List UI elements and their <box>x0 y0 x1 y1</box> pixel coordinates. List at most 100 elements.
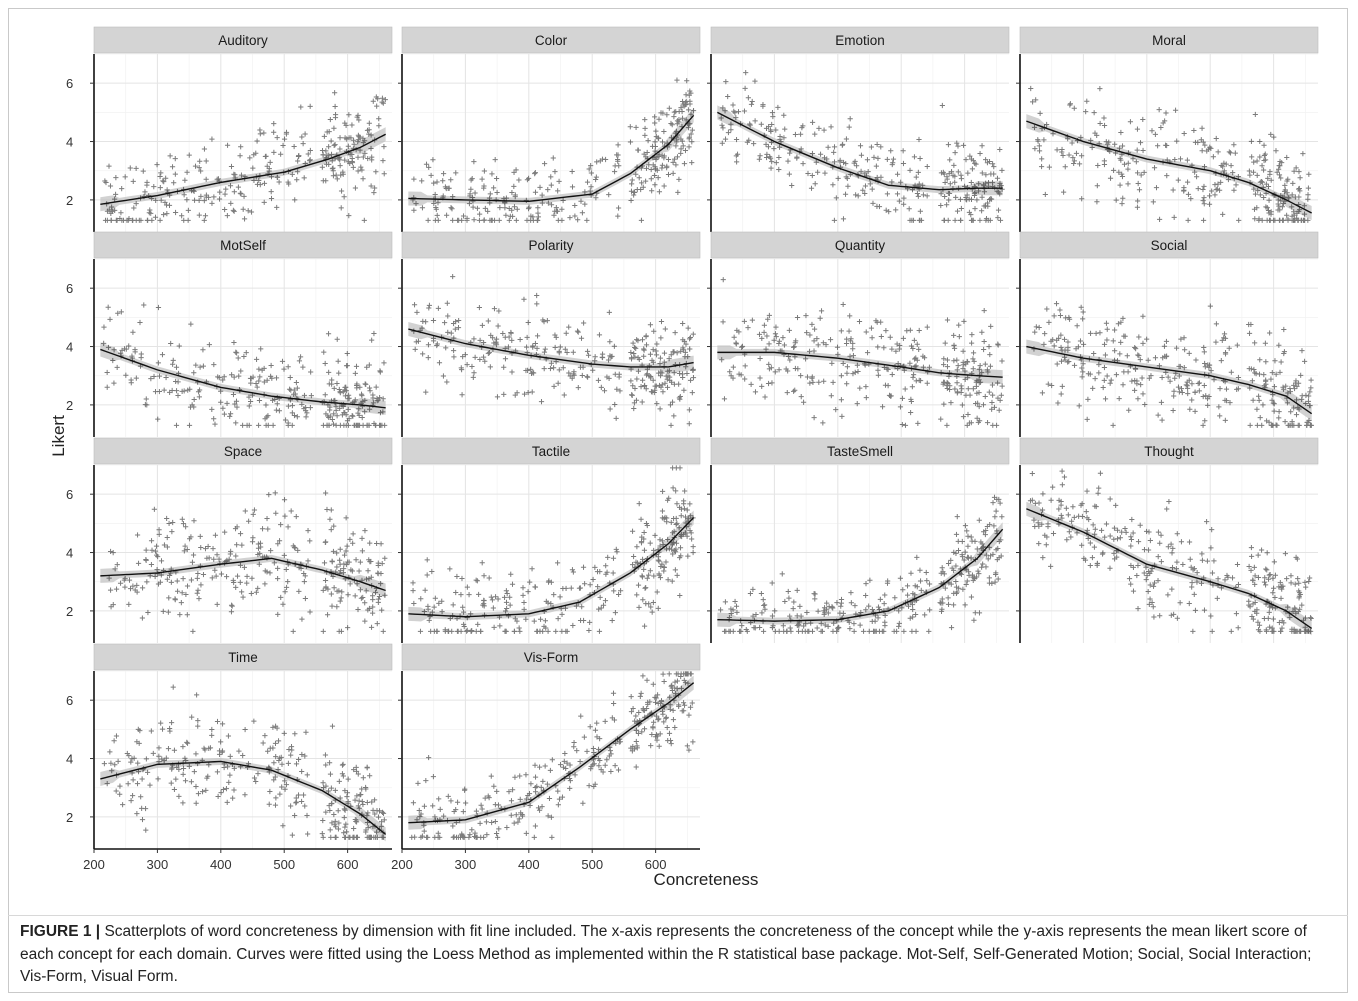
data-point <box>761 322 767 328</box>
data-point <box>181 192 187 198</box>
data-point <box>1261 194 1267 201</box>
y-tick-label: 4 <box>66 752 73 767</box>
data-point <box>776 166 782 173</box>
data-point <box>430 317 437 324</box>
data-point <box>776 154 782 161</box>
data-point <box>342 384 348 391</box>
scatter-points <box>718 69 1005 223</box>
data-point <box>574 328 581 334</box>
data-point <box>1289 213 1295 219</box>
data-point <box>837 157 843 163</box>
data-point <box>686 134 692 140</box>
data-point <box>1140 147 1146 154</box>
data-point <box>627 139 634 145</box>
data-point <box>840 216 847 222</box>
data-point <box>1171 214 1177 220</box>
data-point <box>441 320 448 326</box>
data-point <box>131 205 137 211</box>
data-point <box>815 342 821 348</box>
data-point <box>283 131 290 137</box>
data-point <box>151 184 157 190</box>
data-point <box>1042 191 1048 198</box>
data-point <box>920 182 926 188</box>
data-point <box>810 379 816 385</box>
data-point <box>191 197 198 203</box>
data-point <box>683 364 689 370</box>
data-point <box>331 142 337 149</box>
data-point <box>818 308 825 314</box>
data-point <box>766 341 772 347</box>
data-point <box>1257 154 1263 160</box>
data-point <box>1282 182 1288 188</box>
data-point <box>185 207 191 213</box>
data-point <box>680 320 686 327</box>
data-point <box>955 389 961 395</box>
data-point <box>492 156 498 163</box>
data-point <box>528 370 535 376</box>
data-point <box>503 195 509 201</box>
data-point <box>627 124 633 130</box>
data-point <box>419 205 426 211</box>
data-point <box>376 123 382 129</box>
facet-strip-label: Time <box>228 650 258 665</box>
data-point <box>718 115 724 121</box>
data-point <box>812 181 818 187</box>
data-point <box>616 371 622 377</box>
data-point <box>666 105 672 111</box>
facet-strip-label: Vis-Form <box>524 650 579 665</box>
data-point <box>964 197 970 203</box>
data-point <box>1134 147 1140 153</box>
data-point <box>1060 152 1066 159</box>
data-point <box>329 416 336 423</box>
data-point <box>912 356 918 362</box>
data-point <box>752 78 758 84</box>
data-point <box>643 386 649 392</box>
data-point <box>1297 188 1303 194</box>
data-point <box>1297 175 1303 181</box>
facet-strip-label: Moral <box>1152 33 1186 48</box>
data-point <box>1200 186 1206 193</box>
data-point <box>958 383 964 389</box>
data-point <box>641 346 647 352</box>
data-point <box>990 392 996 398</box>
data-point <box>517 336 523 343</box>
data-point <box>1188 196 1194 202</box>
data-point <box>902 422 909 428</box>
data-point <box>300 364 306 370</box>
data-point <box>815 169 821 175</box>
data-point <box>941 171 947 177</box>
data-point <box>241 353 247 360</box>
data-point <box>671 381 678 387</box>
data-point <box>955 169 961 175</box>
data-point <box>434 212 440 219</box>
data-point <box>807 332 813 338</box>
data-point <box>534 292 540 299</box>
data-point <box>997 217 1004 223</box>
data-point <box>247 398 254 405</box>
data-point <box>874 141 880 148</box>
data-point <box>968 156 975 162</box>
data-point <box>731 108 737 114</box>
data-point <box>917 155 923 162</box>
data-point <box>762 394 768 400</box>
data-point <box>685 325 691 331</box>
data-point <box>1136 187 1143 193</box>
data-point <box>423 389 429 395</box>
data-point <box>844 364 851 370</box>
data-point <box>640 184 646 190</box>
data-point <box>485 208 491 214</box>
data-point <box>606 192 612 198</box>
data-point <box>984 160 991 166</box>
data-point <box>1150 199 1156 205</box>
data-point <box>286 181 292 187</box>
data-point <box>414 309 420 315</box>
data-point <box>132 349 138 355</box>
data-point <box>248 380 254 386</box>
data-point <box>946 197 952 203</box>
data-point <box>976 403 982 410</box>
data-point <box>641 353 647 359</box>
data-point <box>1117 182 1123 188</box>
data-point <box>944 364 951 370</box>
data-point <box>560 365 566 371</box>
data-point <box>951 345 958 352</box>
